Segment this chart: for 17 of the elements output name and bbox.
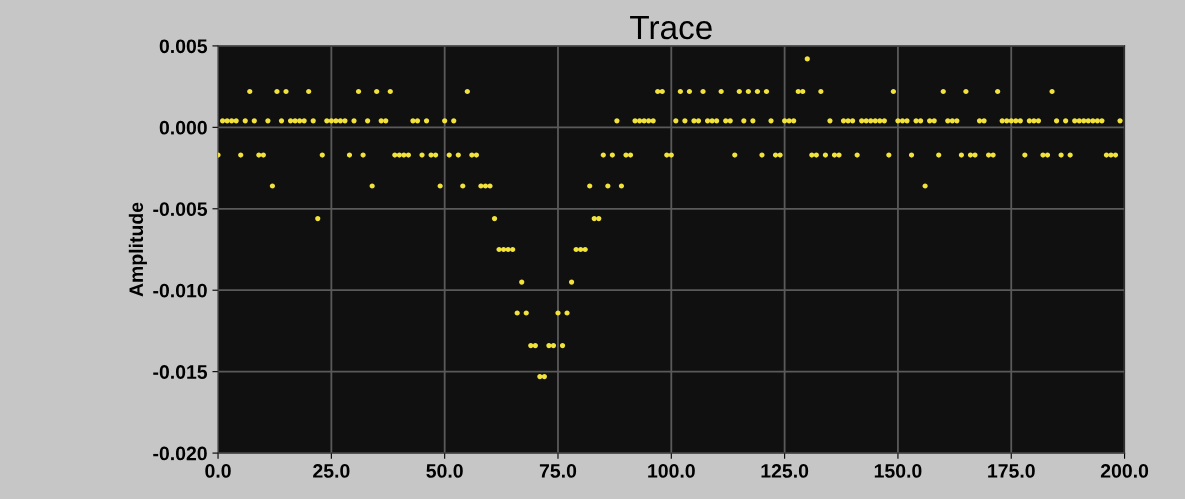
x-tick-label: 100.0 (648, 464, 695, 478)
y-tick-label: 0.000 (159, 120, 207, 135)
y-axis-title: Amplitude (128, 202, 147, 297)
chart-title: Trace (630, 16, 712, 40)
x-tick-label: 25.0 (313, 464, 350, 478)
x-tick-label: 200.0 (1100, 464, 1149, 478)
x-tick-label: 125.0 (761, 464, 809, 478)
x-tick-label: 150.0 (874, 464, 922, 478)
y-tick-label: -0.010 (153, 283, 207, 298)
x-tick-label: 175.0 (988, 464, 1035, 478)
x-tick-label: 50.0 (426, 464, 463, 478)
y-tick-label: -0.015 (153, 365, 208, 379)
y-tick-label: -0.005 (153, 202, 208, 217)
x-tick-label: 0.0 (205, 464, 231, 478)
y-tick-label: -0.020 (153, 446, 207, 461)
x-tick-label: 75.0 (539, 464, 577, 478)
y-tick-label: 0.005 (159, 39, 208, 54)
